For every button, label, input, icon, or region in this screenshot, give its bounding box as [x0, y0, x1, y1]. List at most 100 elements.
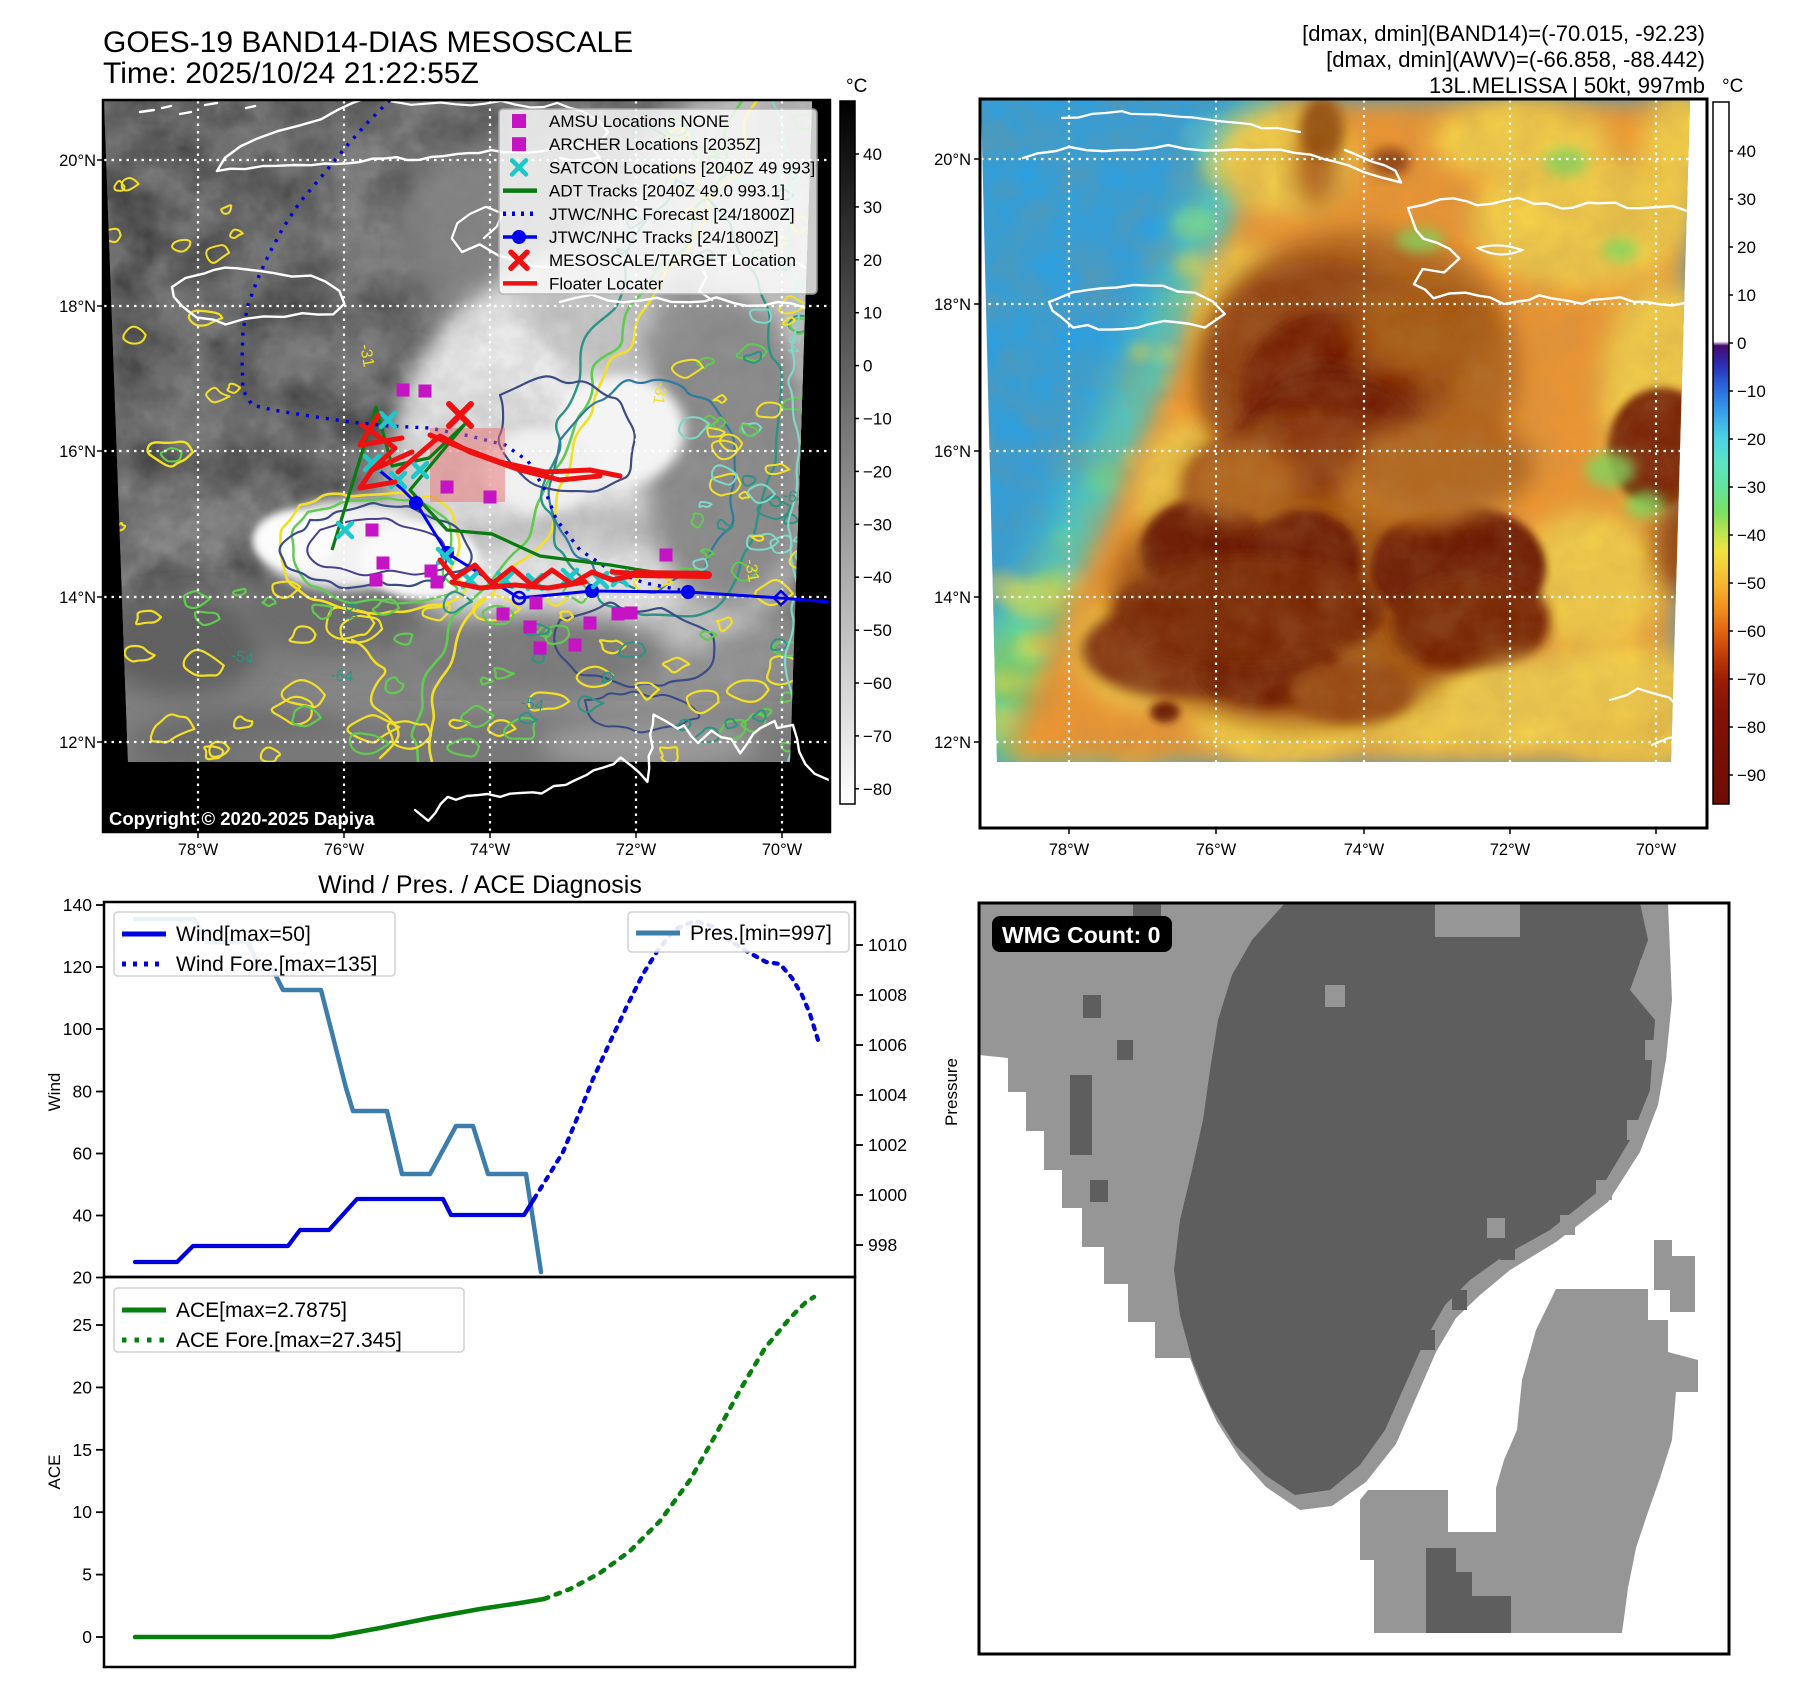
svg-text:70°W: 70°W: [762, 841, 803, 859]
svg-text:-54: -54: [519, 694, 545, 715]
svg-text:ADT Tracks [2040Z 49.0 993.1]: ADT Tracks [2040Z 49.0 993.1]: [549, 182, 785, 201]
svg-text:−50: −50: [1737, 574, 1766, 593]
svg-text:JTWC/NHC Forecast [24/1800Z]: JTWC/NHC Forecast [24/1800Z]: [549, 205, 795, 224]
svg-text:−60: −60: [1737, 622, 1766, 641]
svg-text:14°N: 14°N: [59, 589, 96, 607]
svg-text:−10: −10: [863, 410, 892, 429]
svg-text:13L.MELISSA | 50kt, 997mb: 13L.MELISSA | 50kt, 997mb: [1429, 73, 1705, 98]
svg-text:-31: -31: [649, 380, 670, 406]
svg-text:−40: −40: [863, 568, 892, 587]
svg-text:40: 40: [1737, 142, 1756, 161]
svg-text:40: 40: [863, 145, 882, 164]
svg-text:10: 10: [1737, 286, 1756, 305]
svg-text:18°N: 18°N: [59, 298, 96, 316]
svg-text:-31: -31: [356, 343, 377, 369]
svg-text:−30: −30: [1737, 478, 1766, 497]
svg-text:12°N: 12°N: [59, 734, 96, 752]
svg-text:60: 60: [73, 1144, 93, 1164]
svg-text:0: 0: [1737, 334, 1746, 353]
svg-text:120: 120: [63, 957, 92, 977]
svg-text:AMSU Locations NONE: AMSU Locations NONE: [549, 112, 729, 131]
svg-text:0: 0: [82, 1627, 92, 1647]
svg-text:−60: −60: [863, 674, 892, 693]
svg-text:1004: 1004: [868, 1085, 907, 1105]
svg-text:72°W: 72°W: [1490, 841, 1531, 859]
svg-text:15: 15: [73, 1440, 92, 1460]
svg-text:Pressure: Pressure: [942, 1058, 961, 1126]
svg-text:Pres.[min=997]: Pres.[min=997]: [690, 922, 832, 945]
svg-text:20°N: 20°N: [59, 152, 96, 170]
svg-text:78°W: 78°W: [1049, 841, 1090, 859]
svg-text:25: 25: [73, 1315, 92, 1335]
svg-text:−80: −80: [1737, 718, 1766, 737]
svg-text:Copyright © 2020-2025 Dapiya: Copyright © 2020-2025 Dapiya: [109, 808, 375, 829]
svg-text:−80: −80: [863, 780, 892, 799]
svg-text:°C: °C: [846, 76, 867, 97]
svg-text:14°N: 14°N: [934, 589, 971, 607]
svg-text:30: 30: [863, 198, 882, 217]
svg-text:100: 100: [63, 1019, 92, 1039]
svg-text:20: 20: [863, 251, 882, 270]
svg-text:16°N: 16°N: [59, 443, 96, 461]
svg-text:1010: 1010: [868, 935, 907, 955]
svg-text:5: 5: [82, 1565, 92, 1585]
svg-text:74°W: 74°W: [1344, 841, 1385, 859]
svg-text:12°N: 12°N: [934, 734, 971, 752]
svg-text:ACE Fore.[max=27.345]: ACE Fore.[max=27.345]: [176, 1329, 402, 1352]
svg-text:ARCHER Locations [2035Z]: ARCHER Locations [2035Z]: [549, 135, 761, 154]
svg-text:Wind[max=50]: Wind[max=50]: [176, 923, 311, 946]
svg-text:Wind: Wind: [45, 1073, 64, 1112]
svg-text:1002: 1002: [868, 1135, 907, 1155]
svg-text:−70: −70: [1737, 670, 1766, 689]
svg-text:16°N: 16°N: [934, 443, 971, 461]
svg-text:140: 140: [63, 895, 92, 915]
svg-text:−50: −50: [863, 621, 892, 640]
svg-text:74°W: 74°W: [470, 841, 511, 859]
svg-text:JTWC/NHC Tracks [24/1800Z]: JTWC/NHC Tracks [24/1800Z]: [549, 228, 779, 247]
svg-text:10: 10: [863, 304, 882, 323]
svg-text:ACE[max=2.7875]: ACE[max=2.7875]: [176, 1299, 347, 1322]
svg-text:°C: °C: [1722, 76, 1743, 97]
svg-text:Floater Locater: Floater Locater: [549, 274, 664, 293]
svg-text:20: 20: [73, 1268, 93, 1288]
svg-text:20: 20: [1737, 238, 1756, 257]
svg-text:−90: −90: [1737, 766, 1766, 785]
svg-text:20°N: 20°N: [934, 151, 971, 169]
svg-text:-64: -64: [330, 667, 355, 686]
svg-text:−70: −70: [863, 727, 892, 746]
svg-text:MESOSCALE/TARGET Location: MESOSCALE/TARGET Location: [549, 251, 796, 270]
svg-text:1008: 1008: [868, 985, 907, 1005]
svg-text:[dmax, dmin](BAND14)=(-70.015,: [dmax, dmin](BAND14)=(-70.015, -92.23): [1302, 21, 1705, 46]
svg-text:0: 0: [863, 357, 872, 376]
svg-text:−30: −30: [863, 515, 892, 534]
svg-text:30: 30: [1737, 190, 1756, 209]
svg-text:−20: −20: [863, 462, 892, 481]
svg-text:Wind / Pres. / ACE Diagnosis: Wind / Pres. / ACE Diagnosis: [318, 871, 642, 899]
svg-text:GOES-19 BAND14-DIAS MESOSCALE: GOES-19 BAND14-DIAS MESOSCALE: [103, 26, 633, 59]
svg-text:18°N: 18°N: [934, 296, 971, 314]
svg-text:−10: −10: [1737, 382, 1766, 401]
svg-text:70°W: 70°W: [1636, 841, 1677, 859]
svg-text:1006: 1006: [868, 1035, 907, 1055]
svg-text:76°W: 76°W: [1196, 841, 1237, 859]
svg-text:WMG Count: 0: WMG Count: 0: [1002, 922, 1160, 948]
svg-text:78°W: 78°W: [178, 841, 219, 859]
svg-text:[dmax, dmin](AWV)=(-66.858, -8: [dmax, dmin](AWV)=(-66.858, -88.442): [1326, 47, 1705, 72]
svg-text:40: 40: [73, 1206, 93, 1226]
svg-text:−40: −40: [1737, 526, 1766, 545]
svg-text:ACE: ACE: [45, 1455, 64, 1490]
svg-text:72°W: 72°W: [616, 841, 657, 859]
svg-text:-31: -31: [741, 558, 762, 584]
svg-text:Wind Fore.[max=135]: Wind Fore.[max=135]: [176, 953, 377, 976]
svg-text:−20: −20: [1737, 430, 1766, 449]
svg-text:SATCON Locations [2040Z 49 993: SATCON Locations [2040Z 49 993]: [549, 158, 815, 177]
svg-text:76°W: 76°W: [324, 841, 365, 859]
svg-text:10: 10: [73, 1502, 93, 1522]
svg-text:Time: 2025/10/24 21:22:55Z: Time: 2025/10/24 21:22:55Z: [103, 57, 479, 90]
svg-text:-54: -54: [229, 647, 255, 668]
svg-text:80: 80: [73, 1082, 93, 1102]
svg-text:-64: -64: [341, 597, 360, 622]
svg-text:1000: 1000: [868, 1185, 907, 1205]
svg-text:-54: -54: [784, 330, 803, 355]
svg-text:20: 20: [73, 1377, 93, 1397]
